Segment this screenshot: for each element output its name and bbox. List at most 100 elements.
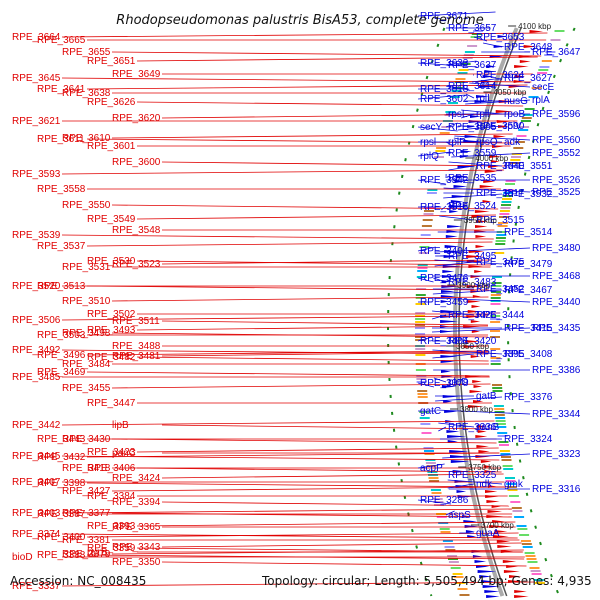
forward-leader-line [161, 259, 491, 265]
gene-label-text: RPE_3559 [448, 148, 497, 159]
cog-category-block [417, 267, 428, 269]
gene-label-text: RPE_3388 [37, 550, 86, 561]
gene-label-text: RPE_3637 [448, 60, 497, 71]
cog-category-block [500, 453, 511, 455]
scale-tick-label: 3950 kbp [464, 216, 497, 225]
forward-gene-label: RPE_3503 [37, 330, 86, 341]
forward-leader-line [111, 204, 499, 210]
reverse-gene-arrow [484, 70, 496, 73]
cog-category-block [531, 87, 542, 89]
cog-category-block [505, 480, 516, 482]
cog-category-block [496, 234, 507, 236]
cog-category-block [494, 408, 505, 410]
gene-label-text: RPE_3495 [448, 251, 497, 262]
gene-label-text: RPE_3593 [12, 169, 61, 180]
cog-category-block [490, 294, 501, 296]
reverse-gene-label: RPE_3532 [504, 189, 553, 200]
gene-label-text: RPE_3420 [448, 336, 497, 347]
gene-label-text: RPE_3440 [532, 297, 581, 308]
gene-label-text: RPE_3503 [37, 330, 86, 341]
cog-category-block [538, 69, 549, 71]
cog-category-block [460, 63, 471, 65]
cog-category-block [457, 72, 468, 74]
cog-category-block [497, 432, 508, 434]
cog-category-block [490, 312, 501, 314]
gene-label-text: gatC [420, 406, 441, 417]
gene-label-text: RPE_3480 [532, 243, 581, 254]
cog-category-block [502, 198, 512, 200]
forward-gene-label: RPE_3611 [37, 134, 85, 145]
cog-category-block [502, 465, 513, 467]
cog-category-block [492, 390, 503, 392]
reverse-gene-arrow [446, 230, 458, 233]
reverse-leader-line [417, 499, 452, 505]
cog-category-block [415, 348, 426, 350]
forward-gene-label: RPE_3374 [12, 529, 61, 540]
gene-label-text: pyrB [87, 547, 108, 558]
reverse-gene-label: RPE_3559 [448, 148, 497, 159]
forward-gene-label: RPE_3502 [87, 309, 136, 320]
reverse-leader-line [434, 259, 503, 265]
reverse-gene-arrow [447, 435, 467, 438]
reverse-gene-label: aspS [448, 510, 471, 521]
reverse-gene-arrow [450, 460, 470, 463]
reverse-leader-line [445, 141, 455, 147]
reverse-gene-label: RPE_3415 [504, 323, 553, 334]
gene-label-text: panC [112, 448, 136, 459]
forward-gene-label: RPE_3530 [87, 256, 136, 267]
cog-category-block [445, 111, 456, 113]
forward-leader-line [111, 512, 512, 518]
gene-label-text: RPE_3602 [420, 94, 469, 105]
reverse-gene-label: RPE_3480 [532, 243, 581, 254]
reverse-gene-arrow [444, 245, 460, 248]
reverse-gene-label: RPE_3336 [448, 422, 497, 433]
forward-gene-label: RPE_3506 [12, 315, 61, 326]
reverse-gene-label: RPE_3515 [476, 215, 525, 226]
cog-category-block [435, 150, 446, 152]
cog-category-block [415, 324, 425, 326]
forward-leader-line [61, 77, 532, 83]
cog-category-block [473, 30, 483, 32]
gene-label-text: RPE_3407 [12, 477, 61, 488]
cog-category-block [545, 51, 556, 53]
gene-label-text: RPE_3526 [532, 175, 581, 186]
gene-label-text: RPE_3343 [112, 542, 161, 553]
cog-category-block [520, 540, 531, 542]
gene-label-text: rpsL [448, 109, 468, 120]
cog-category-block [450, 567, 461, 569]
cog-category-block [448, 561, 459, 563]
cog-category-block [459, 594, 470, 596]
reverse-gene-arrow [476, 95, 489, 98]
reverse-leader-line [457, 125, 503, 131]
cog-category-block [490, 330, 500, 332]
reverse-gene-arrow [440, 320, 459, 323]
gene-label-text: RPE_3537 [37, 241, 86, 252]
forward-gene-arrow [475, 435, 488, 438]
forward-gene-arrow [514, 65, 529, 68]
gene-label-text: RPE_3641 [37, 84, 86, 95]
gene-label-text: RPE_3365 [112, 522, 161, 533]
cog-category-block [421, 225, 432, 227]
gene-label-text: RPE_3552 [532, 148, 581, 159]
gene-label-text: RPE_3484 [62, 359, 111, 370]
reverse-gene-label: rpll [476, 109, 489, 120]
cog-category-block [495, 240, 506, 242]
cog-category-block [500, 207, 511, 209]
forward-gene-label: RPE_3620 [112, 113, 161, 124]
reverse-leader-line [432, 310, 475, 316]
scale-tick-label: 4000 kbp [475, 154, 508, 163]
gene-label-text: rpoB [504, 109, 525, 120]
reverse-gene-label: RPE_3524 [448, 201, 497, 212]
gene-label-text: RPE_3524 [448, 201, 497, 212]
gene-label-text: RPE_3452 [476, 284, 525, 295]
gene-label-text: RPE_3560 [532, 135, 581, 146]
scale-tick-label: 4050 kbp [493, 88, 526, 97]
forward-leader-line [111, 296, 489, 302]
forward-gene-arrow [474, 230, 487, 233]
forward-gene-label: RPE_3550 [62, 200, 111, 211]
forward-leader-line [86, 482, 505, 488]
reverse-gene-label: RPE_3526 [532, 175, 581, 186]
cog-category-block [510, 501, 521, 503]
forward-gene-label: RPE_3482 [87, 352, 136, 363]
gene-label-text: RPE_3496 [37, 350, 86, 361]
